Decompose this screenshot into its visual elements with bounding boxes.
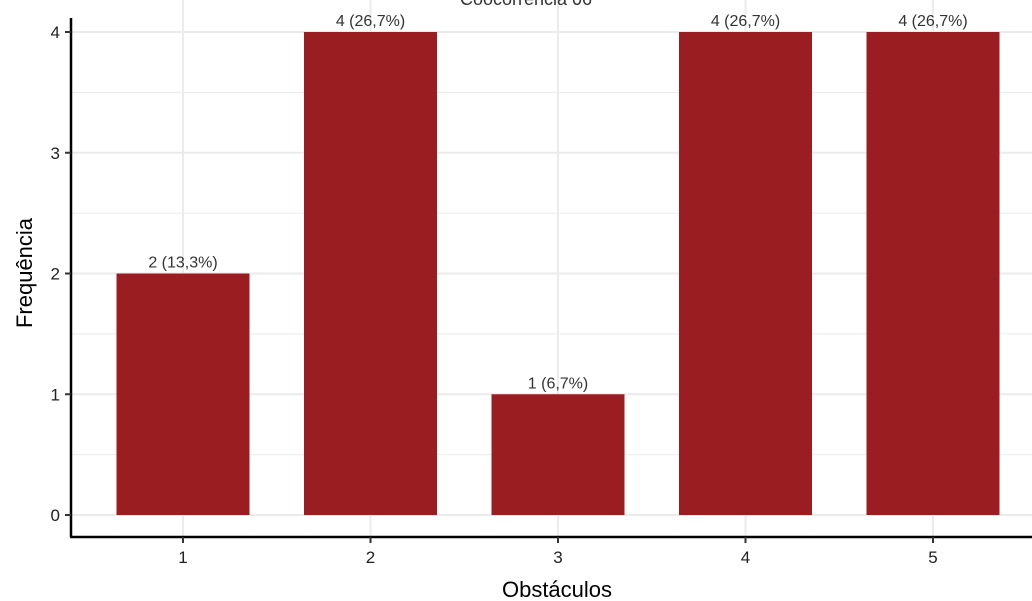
data-label-4: 4 (26,7%) [711, 13, 780, 30]
y-axis-title: Frequência [12, 217, 37, 328]
data-labels-layer: 2 (13,3%) 4 (26,7%) 1 (6,7%) 4 (26,7%) 4 (26… [148, 13, 967, 392]
x-tick-label: 4 [741, 548, 750, 567]
bar-5 [866, 32, 1000, 515]
bar-4 [679, 32, 812, 515]
bar-2 [304, 32, 437, 515]
x-tick-label: 2 [366, 548, 375, 567]
data-label-5: 4 (26,7%) [898, 13, 967, 30]
bar-1 [116, 273, 250, 515]
data-label-1: 2 (13,3%) [148, 255, 217, 272]
y-tick-label: 3 [51, 144, 60, 163]
x-tick-label: 5 [928, 548, 937, 567]
bar-3 [491, 394, 625, 515]
x-axis-title: Obstáculos [502, 577, 612, 601]
y-tick-label: 0 [51, 506, 60, 525]
chart-title: Coocorrência 06 [460, 0, 592, 9]
y-tick-label: 1 [51, 385, 60, 404]
data-label-3: 1 (6,7%) [528, 375, 588, 392]
axes-layer: 0 1 2 3 4 1 2 3 4 5 [51, 18, 1032, 567]
bars-layer [116, 32, 1000, 515]
y-tick-label: 2 [51, 265, 60, 284]
x-tick-label: 1 [178, 548, 187, 567]
data-label-2: 4 (26,7%) [336, 13, 405, 30]
x-tick-label: 3 [553, 548, 562, 567]
y-tick-label: 4 [51, 23, 60, 42]
